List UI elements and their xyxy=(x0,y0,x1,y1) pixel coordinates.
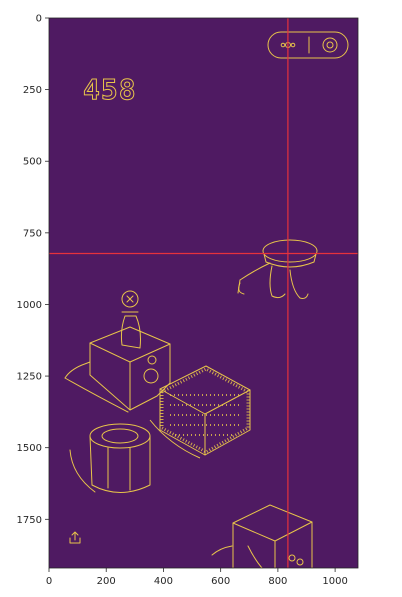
x-tick-label: 400 xyxy=(154,576,173,587)
y-tick-label: 1000 xyxy=(17,300,42,311)
x-tick-label: 600 xyxy=(211,576,230,587)
top-right-capsule-icon xyxy=(267,31,349,59)
image-area xyxy=(49,18,358,568)
y-axis-ticks: 0 250 500 750 1000 1250 1500 1750 xyxy=(17,14,49,526)
stool-outline xyxy=(237,239,318,299)
x-tick-label: 200 xyxy=(97,576,116,587)
y-tick-label: 1500 xyxy=(17,443,42,454)
x-tick-label: 0 xyxy=(46,576,52,587)
y-tick-label: 1750 xyxy=(17,515,42,526)
y-tick-label: 1250 xyxy=(17,372,42,383)
x-tick-label: 1000 xyxy=(322,576,347,587)
axes-frame xyxy=(48,17,359,569)
y-tick-label: 500 xyxy=(23,157,42,168)
score-text: 458 xyxy=(83,73,137,106)
figurine-outline xyxy=(120,290,141,349)
x-tick-label: 800 xyxy=(268,576,287,587)
bottom-box-outline xyxy=(211,504,313,569)
textured-cube xyxy=(149,365,251,459)
box-outline xyxy=(64,326,171,413)
y-tick-label: 0 xyxy=(36,14,42,25)
edge-image-content: 458 xyxy=(64,31,349,569)
y-tick-label: 750 xyxy=(23,228,42,239)
x-axis-ticks: 0 200 400 600 800 1000 xyxy=(46,568,348,587)
y-tick-label: 250 xyxy=(23,85,42,96)
share-icon xyxy=(69,531,81,544)
cylinder-outline xyxy=(69,423,151,493)
